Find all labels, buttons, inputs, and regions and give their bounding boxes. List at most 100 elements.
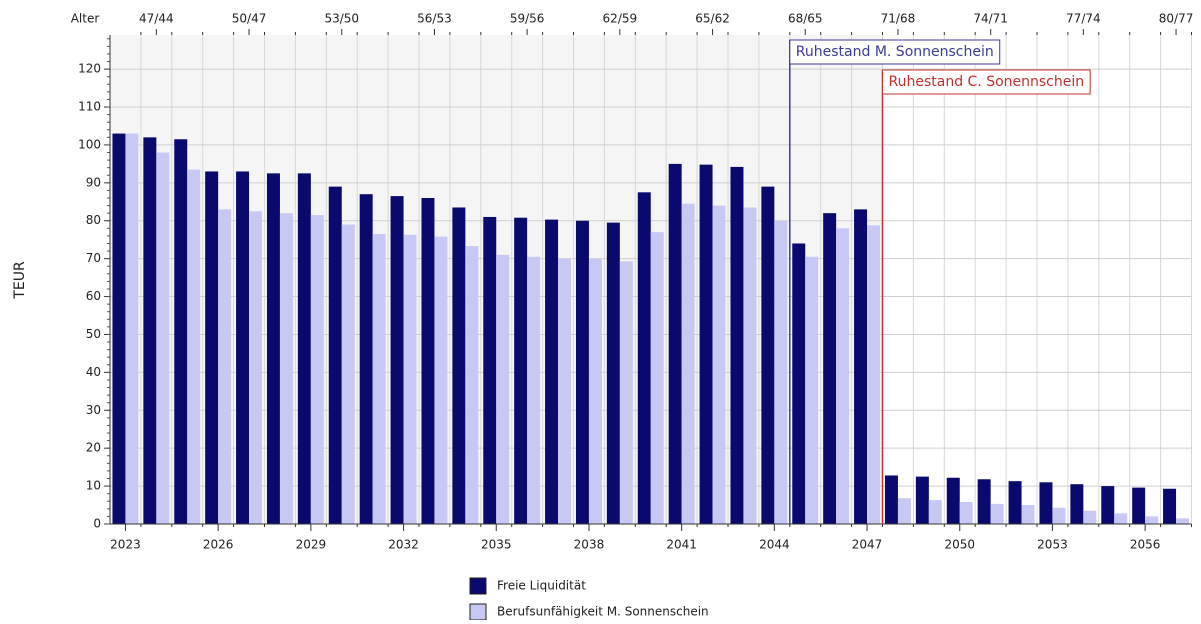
bar bbox=[884, 475, 898, 524]
bar bbox=[421, 198, 435, 524]
bar bbox=[1021, 505, 1035, 524]
bar bbox=[668, 163, 682, 524]
annotation-label: Ruhestand C. Sonennschein bbox=[889, 74, 1085, 90]
y-axis-label: TEUR bbox=[12, 261, 28, 300]
bar bbox=[619, 261, 633, 524]
top-tick-label: 53/50 bbox=[324, 12, 359, 26]
bar bbox=[496, 254, 510, 524]
bar bbox=[854, 209, 868, 525]
bar bbox=[836, 228, 850, 525]
bar bbox=[143, 137, 157, 525]
y-tick-label: 70 bbox=[86, 251, 101, 265]
bar bbox=[1070, 484, 1084, 524]
bar bbox=[297, 173, 311, 524]
bar bbox=[279, 213, 293, 525]
x-tick-label: 2032 bbox=[388, 538, 419, 552]
bar bbox=[946, 477, 960, 524]
bar bbox=[1039, 482, 1053, 524]
legend-label: Freie Liquidität bbox=[497, 579, 586, 593]
y-tick-label: 0 bbox=[93, 517, 101, 531]
top-tick-label: 47/44 bbox=[139, 12, 174, 26]
bar bbox=[774, 220, 788, 524]
bar bbox=[712, 205, 726, 524]
top-tick-label: 77/74 bbox=[1066, 12, 1101, 26]
bar bbox=[1083, 510, 1097, 524]
bar bbox=[699, 164, 713, 525]
y-tick-label: 90 bbox=[86, 175, 101, 189]
x-tick-label: 2053 bbox=[1037, 538, 1068, 552]
annotation-label: Ruhestand M. Sonnenschein bbox=[796, 44, 994, 60]
bar bbox=[588, 258, 602, 524]
bar bbox=[1008, 481, 1022, 524]
bar bbox=[575, 220, 589, 524]
bar bbox=[867, 225, 881, 524]
bar bbox=[650, 232, 664, 524]
y-tick-label: 120 bbox=[78, 62, 101, 76]
bar bbox=[915, 476, 929, 524]
bar bbox=[761, 186, 775, 524]
x-tick-label: 2035 bbox=[481, 538, 512, 552]
x-tick-label: 2044 bbox=[759, 538, 790, 552]
x-tick-label: 2026 bbox=[203, 538, 234, 552]
y-tick-label: 50 bbox=[86, 327, 101, 341]
top-axis-label: Alter bbox=[71, 12, 100, 26]
bar bbox=[187, 169, 201, 524]
bar bbox=[483, 216, 497, 524]
bar bbox=[1114, 513, 1128, 524]
bar bbox=[1176, 518, 1190, 524]
bar bbox=[792, 243, 806, 524]
bar bbox=[977, 479, 991, 524]
top-tick-label: 80/77 bbox=[1159, 12, 1194, 26]
y-tick-label: 10 bbox=[86, 479, 101, 493]
bar bbox=[897, 498, 911, 524]
y-tick-label: 80 bbox=[86, 213, 101, 227]
bar bbox=[1163, 488, 1177, 524]
bar bbox=[743, 207, 757, 524]
bar bbox=[156, 152, 170, 524]
bar bbox=[205, 171, 219, 524]
bar bbox=[527, 256, 541, 524]
bar bbox=[681, 203, 695, 525]
bar bbox=[236, 171, 250, 524]
top-tick-label: 50/47 bbox=[232, 12, 267, 26]
bar bbox=[514, 217, 528, 525]
x-tick-label: 2050 bbox=[944, 538, 975, 552]
x-tick-label: 2056 bbox=[1130, 538, 1161, 552]
bar bbox=[558, 258, 572, 524]
bar bbox=[372, 234, 386, 524]
bar bbox=[730, 166, 744, 525]
bar bbox=[928, 500, 942, 524]
top-tick-label: 62/59 bbox=[603, 12, 638, 26]
x-tick-label: 2041 bbox=[666, 538, 697, 552]
y-tick-label: 110 bbox=[78, 100, 101, 114]
bar bbox=[390, 196, 404, 524]
legend-swatch bbox=[469, 603, 487, 621]
y-tick-label: 20 bbox=[86, 441, 101, 455]
top-tick-label: 59/56 bbox=[510, 12, 545, 26]
x-tick-label: 2023 bbox=[110, 538, 141, 552]
bar bbox=[174, 139, 188, 524]
top-tick-label: 71/68 bbox=[881, 12, 916, 26]
bar bbox=[452, 207, 466, 524]
bar bbox=[310, 215, 324, 524]
annotation-box bbox=[882, 69, 1091, 95]
bar bbox=[434, 236, 448, 525]
top-tick-label: 68/65 bbox=[788, 12, 823, 26]
bar bbox=[328, 186, 342, 524]
y-tick-label: 60 bbox=[86, 289, 101, 303]
top-tick-label: 74/71 bbox=[973, 12, 1008, 26]
x-tick-label: 2038 bbox=[574, 538, 605, 552]
bar bbox=[1052, 507, 1066, 524]
bar bbox=[823, 213, 837, 525]
bar bbox=[403, 234, 417, 524]
bar bbox=[341, 224, 355, 524]
bar bbox=[125, 133, 139, 524]
top-tick-label: 65/62 bbox=[695, 12, 730, 26]
bar bbox=[545, 219, 559, 524]
y-tick-label: 40 bbox=[86, 365, 101, 379]
bar bbox=[112, 133, 126, 524]
bar bbox=[990, 503, 1004, 524]
bar bbox=[805, 256, 819, 524]
bar bbox=[606, 222, 620, 525]
